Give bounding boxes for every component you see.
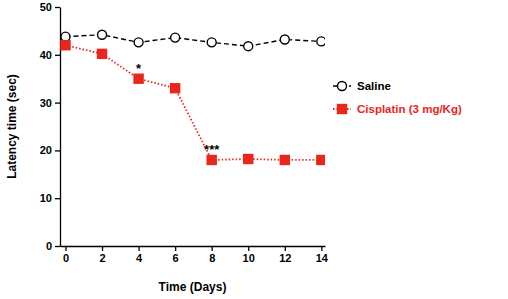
tick-mark [321, 246, 322, 251]
tick: 14 [316, 246, 329, 264]
tick-label: 40 [40, 49, 52, 61]
tick: 10 [243, 246, 255, 264]
tick-label: 10 [40, 192, 52, 204]
series-marker [171, 33, 180, 42]
tick-mark [55, 55, 60, 56]
tick-label: 4 [136, 252, 143, 264]
series-marker [244, 155, 253, 164]
series-marker [98, 49, 107, 58]
tick-mark [55, 7, 60, 8]
x-axis: 0 2 4 6 8 10 12 14 [61, 246, 329, 264]
tick-mark [138, 246, 139, 251]
tick-mark [248, 246, 249, 251]
series-marker [61, 41, 70, 50]
y-axis: 0 10 20 30 40 50 [40, 1, 61, 252]
series-marker [317, 37, 325, 46]
tick-mark [212, 246, 213, 251]
series-marker [171, 84, 180, 93]
series-marker [280, 155, 289, 164]
tick: 12 [279, 246, 291, 264]
tick-mark [285, 246, 286, 251]
tick: 6 [173, 246, 179, 264]
legend-label: Saline [357, 80, 391, 92]
plot: 0246810121401020304050**** [40, 1, 329, 264]
tick: 40 [40, 49, 60, 61]
annotation: *** [204, 142, 220, 157]
tick: 4 [136, 246, 143, 264]
tick-label: 0 [63, 252, 69, 264]
tick-mark [65, 246, 66, 251]
tick-label: 12 [279, 252, 291, 264]
tick-label: 10 [243, 252, 255, 264]
tick: 8 [209, 246, 215, 264]
tick-label: 14 [316, 252, 329, 264]
series-line [65, 45, 321, 160]
tick: 2 [99, 246, 105, 264]
legend-marker [338, 82, 347, 91]
tick: 0 [46, 240, 60, 252]
tick-label: 6 [173, 252, 179, 264]
series-marker [61, 32, 70, 41]
tick-label: 20 [40, 144, 52, 156]
annotation: * [136, 61, 142, 76]
tick-label: 8 [209, 252, 215, 264]
tick-mark [55, 246, 60, 247]
x-axis-title: Time (Days) [159, 280, 227, 294]
y-axis-title: Latency time (sec) [5, 74, 19, 179]
legend: Saline Cisplatin (3 mg/Kg) [333, 80, 462, 115]
tick: 20 [40, 144, 60, 156]
series-group [61, 30, 325, 164]
legend-marker [338, 105, 347, 114]
series-marker [317, 155, 325, 164]
tick: 30 [40, 97, 60, 109]
series-marker [244, 42, 253, 51]
tick: 10 [40, 192, 60, 204]
chart: 0246810121401020304050****Time (Days)Lat… [0, 0, 508, 299]
series-marker [280, 35, 289, 44]
tick-mark [102, 246, 103, 251]
series-marker [207, 38, 216, 47]
tick-label: 0 [46, 240, 52, 252]
tick-mark [55, 198, 60, 199]
tick-label: 50 [40, 1, 52, 13]
tick-label: 30 [40, 97, 52, 109]
series-marker [98, 30, 107, 39]
legend-label: Cisplatin (3 mg/Kg) [357, 103, 462, 115]
tick-mark [175, 246, 176, 251]
series-marker [134, 38, 143, 47]
tick: 50 [40, 1, 60, 13]
tick-label: 2 [99, 252, 105, 264]
tick-mark [55, 102, 60, 103]
tick: 0 [63, 246, 69, 264]
tick-mark [55, 150, 60, 151]
